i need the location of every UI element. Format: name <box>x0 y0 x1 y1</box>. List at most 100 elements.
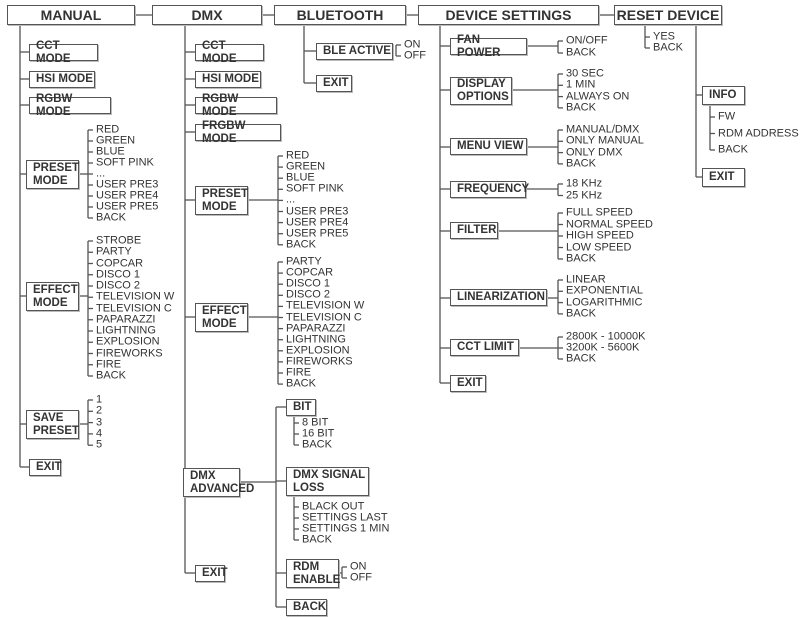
menu-option-green: GREEN <box>286 160 326 173</box>
menu-option-soft-pink: SOFT PINK <box>96 156 154 169</box>
menu-option-user-pre3: USER PRE3 <box>286 205 349 217</box>
menu-option-lightning: LIGHTNING <box>286 333 346 346</box>
menu-option-full-speed: FULL SPEED <box>566 206 633 219</box>
menu-option-3200k-5600k: 3200K - 5600K <box>566 341 640 354</box>
menu-box-cct-mode: CCT MODE <box>29 40 98 65</box>
menu-option-back: BACK <box>718 143 748 156</box>
menu-option-disco-2: DISCO 2 <box>96 279 141 292</box>
menu-option-back: BACK <box>566 101 596 114</box>
menu-box-dmx: DMX <box>152 5 262 25</box>
menu-option-back: BACK <box>96 369 126 382</box>
menu-box-display-options: DISPLAY OPTIONS <box>450 77 512 105</box>
menu-box-rgbw-mode: RGBW MODE <box>29 93 111 118</box>
menu-box-rgbw-mode: RGBW MODE <box>195 93 277 118</box>
menu-option-back: BACK <box>286 238 316 251</box>
menu-box-exit: EXIT <box>195 565 228 582</box>
menu-option-back: BACK <box>566 46 596 59</box>
menu-option-manual-dmx: MANUAL/DMX <box>566 123 640 136</box>
menu-option-30-sec: 30 SEC <box>566 67 604 80</box>
menu-option-exponential: EXPONENTIAL <box>566 284 644 297</box>
menu-option-lightning: LIGHTNING <box>96 324 156 337</box>
menu-option-off: OFF <box>350 571 372 584</box>
menu-box-back: BACK <box>286 599 327 616</box>
menu-option-2800k-10000k: 2800K - 10000K <box>566 330 646 343</box>
menu-option-settings-1-min: SETTINGS 1 MIN <box>302 522 390 535</box>
menu-option-black-out: BLACK OUT <box>302 500 365 513</box>
menu-option-normal-speed: NORMAL SPEED <box>566 218 654 230</box>
menu-box-dmx-signal-loss: DMX SIGNAL LOSS <box>286 467 369 496</box>
menu-option-2: 2 <box>96 404 103 417</box>
menu-option-user-pre5: USER PRE5 <box>286 227 349 240</box>
menu-box-cct-limit: CCT LIMIT <box>450 339 519 356</box>
menu-box-exit: EXIT <box>29 459 62 476</box>
menu-box-reset-device: RESET DEVICE <box>614 5 722 25</box>
menu-option-linear: LINEAR <box>566 273 606 286</box>
menu-option-low-speed: LOW SPEED <box>566 241 632 253</box>
menu-option-strobe: STROBE <box>96 234 142 247</box>
menu-option-green: GREEN <box>96 134 136 147</box>
menu-option-back: BACK <box>566 157 596 170</box>
menu-option-high-speed: HIGH SPEED <box>566 229 634 242</box>
menu-box-dmx-advanced: DMX ADVANCED <box>183 468 254 497</box>
menu-box-save-preset: SAVE PRESET <box>26 410 79 439</box>
menu-option-back: BACK <box>302 533 332 546</box>
menu-box-hsi-mode: HSI MODE <box>29 71 95 88</box>
menu-box-cct-mode: CCT MODE <box>195 40 264 65</box>
menu-option-paparazzi: PAPARAZZI <box>286 322 346 335</box>
menu-option-1: 1 <box>96 393 103 406</box>
menu-option-3: 3 <box>96 416 103 429</box>
menu-box-frgbw-mode: FRGBW MODE <box>195 120 281 145</box>
menu-option-red: RED <box>96 123 120 136</box>
menu-option-rdm-address: RDM ADDRESS <box>718 127 799 139</box>
menu-box-bit: BIT <box>286 399 316 416</box>
menu-option-paparazzi: PAPARAZZI <box>96 313 156 326</box>
menu-box-linearization: LINEARIZATION <box>450 289 547 306</box>
menu-option-only-manual: ONLY MANUAL <box>566 134 644 147</box>
menu-option-back: BACK <box>653 41 683 54</box>
menu-option-blue: BLUE <box>286 171 315 184</box>
menu-option-party: PARTY <box>286 255 322 268</box>
menu-option-: ... <box>96 167 106 180</box>
menu-option-fire: FIRE <box>286 366 312 379</box>
menu-box-ble-active: BLE ACTIVE <box>316 43 393 60</box>
menu-option-user-pre5: USER PRE5 <box>96 200 159 213</box>
menu-option-red: RED <box>286 149 310 162</box>
menu-box-effect-mode: EFFECT MODE <box>26 282 79 311</box>
menu-option-18-khz: 18 KHz <box>566 177 603 190</box>
menu-option-yes: YES <box>653 30 676 43</box>
menu-option-back: BACK <box>566 307 596 320</box>
menu-option-blue: BLUE <box>96 145 125 158</box>
menu-option-25-khz: 25 KHz <box>566 189 603 201</box>
menu-option-disco-1: DISCO 1 <box>96 268 141 281</box>
menu-box-preset-mode: PRESET MODE <box>26 160 79 189</box>
menu-box-hsi-mode: HSI MODE <box>195 71 261 88</box>
menu-option-: ... <box>286 193 296 206</box>
menu-box-effect-mode: EFFECT MODE <box>195 303 248 332</box>
menu-option-only-dmx: ONLY DMX <box>566 146 623 159</box>
menu-option-party: PARTY <box>96 245 132 258</box>
menu-option-5: 5 <box>96 438 103 451</box>
menu-box-exit: EXIT <box>450 375 486 392</box>
menu-box-manual: MANUAL <box>7 5 135 25</box>
menu-option-television-w: TELEVISION W <box>286 299 365 312</box>
menu-box-device-settings: DEVICE SETTINGS <box>418 5 599 25</box>
menu-option-back: BACK <box>566 352 596 365</box>
menu-option-16-bit: 16 BIT <box>302 427 335 440</box>
menu-option-settings-last: SETTINGS LAST <box>302 511 388 524</box>
menu-option-4: 4 <box>96 427 103 440</box>
menu-box-exit: EXIT <box>702 168 745 187</box>
menu-option-disco-2: DISCO 2 <box>286 288 331 301</box>
menu-option-copcar: COPCAR <box>96 257 144 269</box>
menu-option-disco-1: DISCO 1 <box>286 277 331 290</box>
menu-option-back: BACK <box>96 211 126 224</box>
menu-option-fireworks: FIREWORKS <box>286 355 353 368</box>
menu-option-fire: FIRE <box>96 358 122 371</box>
menu-box-rdm-enable: RDM ENABLE <box>286 559 340 588</box>
menu-box-filter: FILTER <box>450 222 498 239</box>
menu-box-exit: EXIT <box>316 75 352 92</box>
menu-option-television-w: TELEVISION W <box>96 290 175 303</box>
menu-option-fireworks: FIREWORKS <box>96 347 163 359</box>
menu-box-fan-power: FAN POWER <box>450 34 527 59</box>
menu-option-soft-pink: SOFT PINK <box>286 182 344 195</box>
